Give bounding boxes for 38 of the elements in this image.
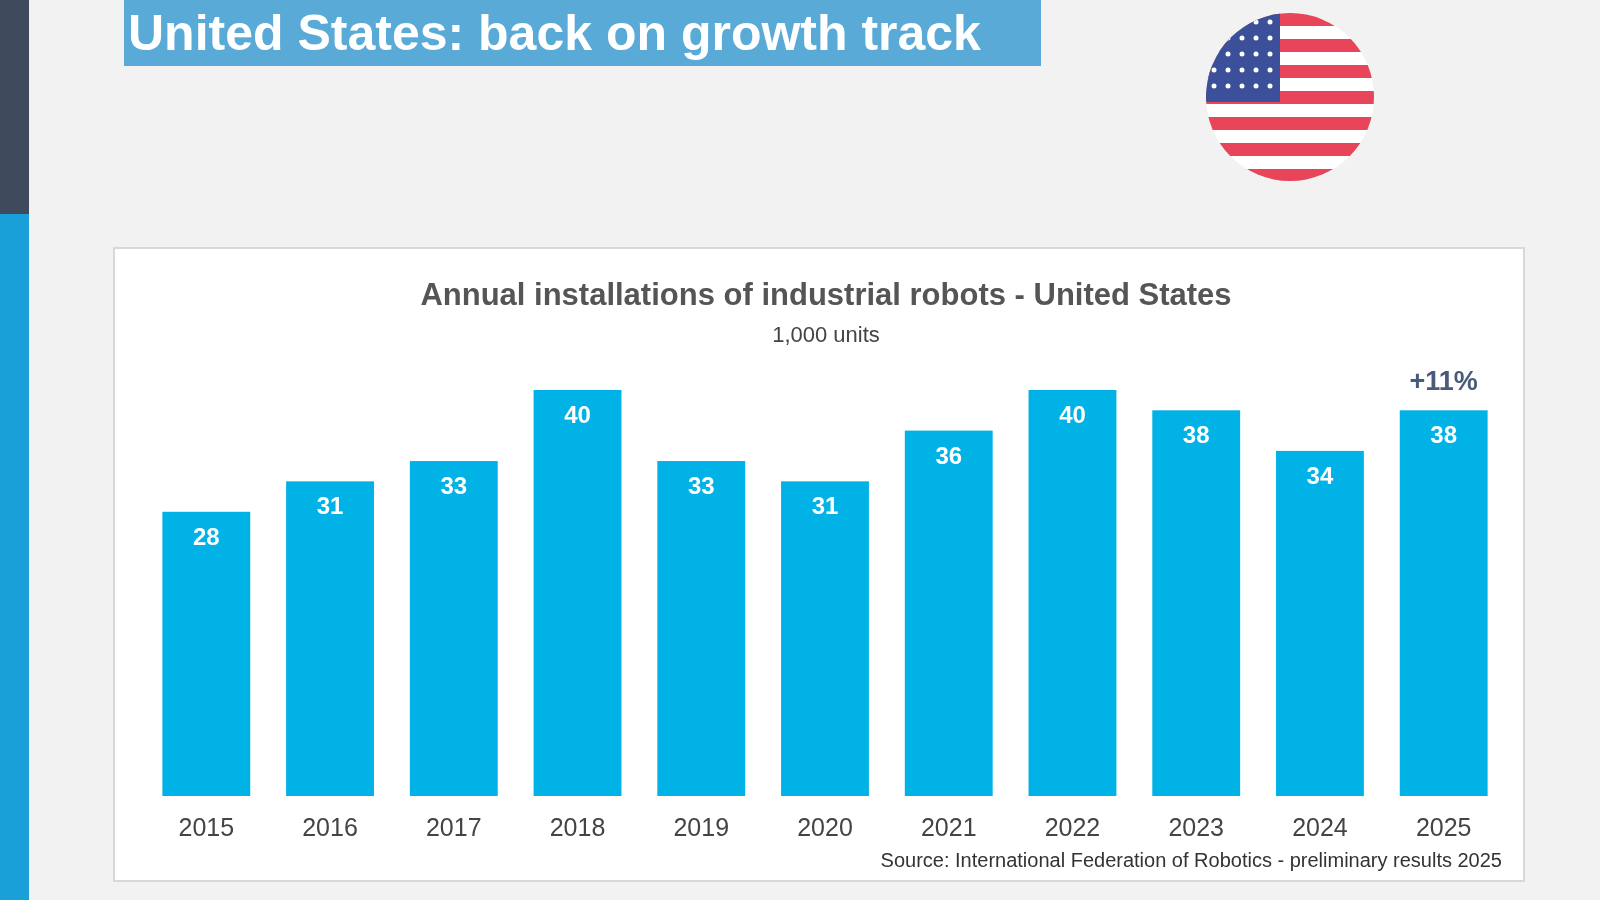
x-tick-label: 2016 bbox=[302, 813, 358, 841]
x-tick-label: 2015 bbox=[178, 813, 235, 841]
x-tick-label: 2021 bbox=[920, 813, 977, 841]
data-label: 40 bbox=[564, 401, 591, 428]
bar bbox=[1276, 450, 1364, 796]
bar bbox=[781, 481, 869, 796]
bar bbox=[286, 481, 374, 796]
bar bbox=[1399, 410, 1488, 796]
bar bbox=[904, 430, 993, 796]
x-tick-label: 2019 bbox=[673, 813, 730, 841]
bar bbox=[657, 461, 746, 796]
x-tick-label: 2022 bbox=[1044, 813, 1101, 841]
data-label: 31 bbox=[811, 492, 839, 520]
bar bbox=[533, 390, 622, 796]
data-label: 28 bbox=[192, 522, 220, 550]
bar bbox=[409, 461, 498, 796]
data-label: 33 bbox=[440, 472, 468, 500]
data-label: 33 bbox=[687, 472, 715, 500]
x-tick-label: 2018 bbox=[549, 813, 606, 841]
annotation: +11% bbox=[1409, 366, 1478, 397]
bar bbox=[162, 511, 251, 796]
data-label: 31 bbox=[316, 492, 344, 520]
y-axis-title: 1,000 units bbox=[772, 322, 880, 347]
data-label: 40 bbox=[1059, 401, 1086, 428]
x-tick-label: 2017 bbox=[425, 813, 482, 841]
data-label: 38 bbox=[1430, 421, 1458, 449]
data-label: 38 bbox=[1182, 421, 1210, 449]
bar bbox=[1028, 390, 1117, 796]
source-note: Source: International Federation of Robotics - preliminary results 2025 bbox=[880, 849, 1502, 871]
data-label: 36 bbox=[935, 441, 963, 469]
x-tick-label: 2025 bbox=[1415, 813, 1472, 841]
chart-subtitle: Annual installations of industrial robots - United States bbox=[420, 277, 1232, 312]
data-label: 34 bbox=[1306, 461, 1334, 489]
bar bbox=[1152, 410, 1241, 796]
chart-title: United States: back on growth track bbox=[128, 5, 982, 61]
x-tick-label: 2024 bbox=[1292, 813, 1348, 841]
x-tick-label: 2023 bbox=[1168, 813, 1225, 841]
x-tick-label: 2020 bbox=[797, 813, 853, 841]
